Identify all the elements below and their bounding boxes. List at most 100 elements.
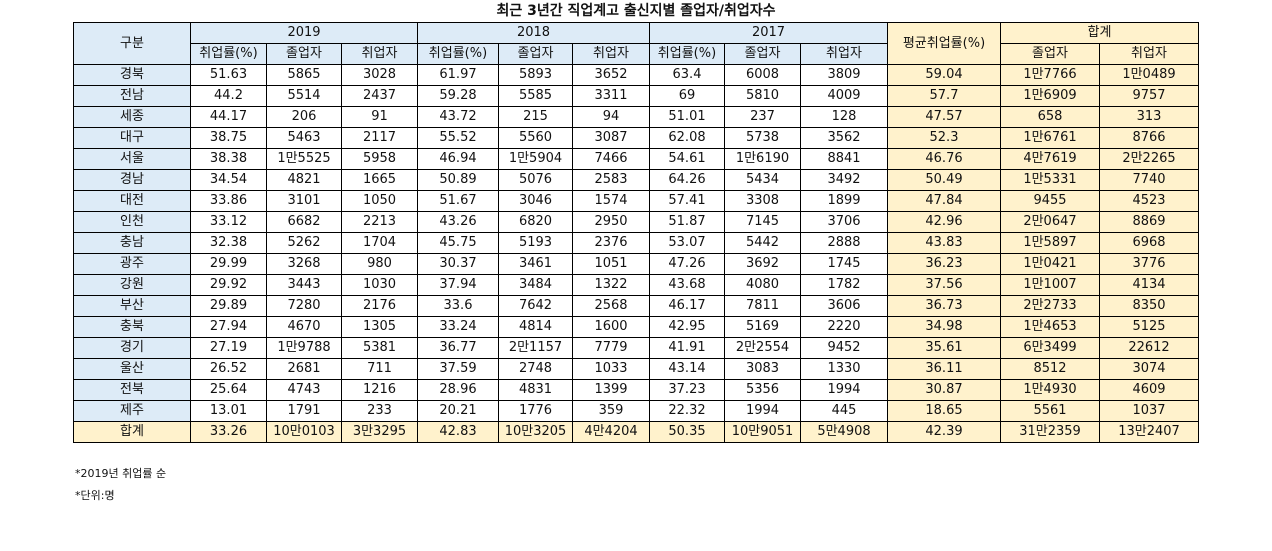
value-cell: 2만1157 [498, 337, 573, 359]
region-cell: 울산 [73, 358, 191, 380]
table-row: 대구 38.75 5463 2117 55.52 5560 3087 62.08 5738 356… [73, 127, 1199, 149]
table-row: 충북 27.94 4670 1305 33.24 4814 1600 42.95 5169 222… [73, 316, 1199, 338]
value-cell: 1399 [572, 379, 650, 401]
value-cell: 1600 [572, 316, 650, 338]
value-cell: 45.75 [417, 232, 499, 254]
subheader-rate: 취업률(%) [417, 43, 499, 65]
value-cell: 44.17 [190, 106, 267, 128]
value-cell: 3461 [498, 253, 573, 275]
value-cell: 4609 [1099, 379, 1199, 401]
value-cell: 4743 [266, 379, 342, 401]
value-cell: 2748 [498, 358, 573, 380]
value-cell: 5193 [498, 232, 573, 254]
value-cell: 2117 [341, 127, 418, 149]
value-cell: 3308 [724, 190, 801, 212]
value-cell: 1051 [572, 253, 650, 275]
value-cell: 1782 [800, 274, 888, 296]
value-cell: 1037 [1099, 400, 1199, 422]
value-cell: 1330 [800, 358, 888, 380]
value-cell: 54.61 [649, 148, 725, 170]
value-cell: 1만6761 [1000, 127, 1100, 149]
value-cell: 1만0489 [1099, 64, 1199, 86]
value-cell: 3074 [1099, 358, 1199, 380]
region-cell: 충북 [73, 316, 191, 338]
value-cell: 33.12 [190, 211, 267, 233]
table-row: 전북 25.64 4743 1216 28.96 4831 1399 37.23 5356 199… [73, 379, 1199, 401]
value-cell: 36.73 [887, 295, 1001, 317]
value-cell: 5463 [266, 127, 342, 149]
table-body: 경북 51.63 5865 3028 61.97 5893 3652 63.4 6008 3809… [73, 64, 1199, 443]
value-cell: 5514 [266, 85, 342, 107]
value-cell: 43.68 [649, 274, 725, 296]
value-cell: 3706 [800, 211, 888, 233]
table-row: 인천 33.12 6682 2213 43.26 6820 2950 51.87 7145 370… [73, 211, 1199, 233]
value-cell: 46.17 [649, 295, 725, 317]
value-cell: 42.96 [887, 211, 1001, 233]
value-cell: 43.83 [887, 232, 1001, 254]
value-cell: 1704 [341, 232, 418, 254]
value-cell: 7811 [724, 295, 801, 317]
value-cell: 5810 [724, 85, 801, 107]
value-cell: 59.04 [887, 64, 1001, 86]
value-cell: 1만5904 [498, 148, 573, 170]
value-cell: 57.41 [649, 190, 725, 212]
total-label-cell: 합계 [73, 421, 191, 443]
value-cell: 1899 [800, 190, 888, 212]
total-row: 합계 33.26 10만0103 3만3295 42.83 10만3205 4만4204 50… [73, 421, 1199, 443]
value-cell: 4만7619 [1000, 148, 1100, 170]
value-cell: 711 [341, 358, 418, 380]
value-cell: 3443 [266, 274, 342, 296]
value-cell: 4523 [1099, 190, 1199, 212]
value-cell: 33.86 [190, 190, 267, 212]
header-year-2019: 2019 [190, 22, 418, 44]
value-cell: 5125 [1099, 316, 1199, 338]
value-cell: 2583 [572, 169, 650, 191]
value-cell: 43.72 [417, 106, 499, 128]
value-cell: 4814 [498, 316, 573, 338]
value-cell: 9757 [1099, 85, 1199, 107]
value-cell: 3484 [498, 274, 573, 296]
value-cell: 36.23 [887, 253, 1001, 275]
value-cell: 3311 [572, 85, 650, 107]
region-cell: 제주 [73, 400, 191, 422]
value-cell: 1665 [341, 169, 418, 191]
value-cell: 2220 [800, 316, 888, 338]
value-cell: 658 [1000, 106, 1100, 128]
value-cell: 1050 [341, 190, 418, 212]
subheader-rate: 취업률(%) [190, 43, 267, 65]
value-cell: 7642 [498, 295, 573, 317]
value-cell: 27.94 [190, 316, 267, 338]
value-cell: 1만6190 [724, 148, 801, 170]
value-cell: 3809 [800, 64, 888, 86]
value-cell: 2568 [572, 295, 650, 317]
value-cell: 20.21 [417, 400, 499, 422]
value-cell: 2888 [800, 232, 888, 254]
header-avg-rate: 평균취업률(%) [887, 22, 1001, 65]
value-cell: 51.67 [417, 190, 499, 212]
value-cell: 2만2554 [724, 337, 801, 359]
value-cell: 27.19 [190, 337, 267, 359]
value-cell: 1만1007 [1000, 274, 1100, 296]
region-cell: 대구 [73, 127, 191, 149]
region-cell: 경북 [73, 64, 191, 86]
value-cell: 33.24 [417, 316, 499, 338]
value-cell: 32.38 [190, 232, 267, 254]
region-cell: 전남 [73, 85, 191, 107]
value-cell: 51.87 [649, 211, 725, 233]
value-cell: 51.63 [190, 64, 267, 86]
region-cell: 광주 [73, 253, 191, 275]
value-cell: 2437 [341, 85, 418, 107]
value-cell: 50.89 [417, 169, 499, 191]
value-cell: 233 [341, 400, 418, 422]
value-cell: 41.91 [649, 337, 725, 359]
region-cell: 서울 [73, 148, 191, 170]
value-cell: 8512 [1000, 358, 1100, 380]
value-cell: 1030 [341, 274, 418, 296]
value-cell: 47.57 [887, 106, 1001, 128]
value-cell: 980 [341, 253, 418, 275]
table-row: 세종 44.17 206 91 43.72 215 94 51.01 237 128 47.57 65… [73, 106, 1199, 128]
value-cell: 44.2 [190, 85, 267, 107]
value-cell: 6968 [1099, 232, 1199, 254]
table-row: 경북 51.63 5865 3028 61.97 5893 3652 63.4 6008 3809… [73, 64, 1199, 86]
table-row: 경남 34.54 4821 1665 50.89 5076 2583 64.26 5434 349… [73, 169, 1199, 191]
